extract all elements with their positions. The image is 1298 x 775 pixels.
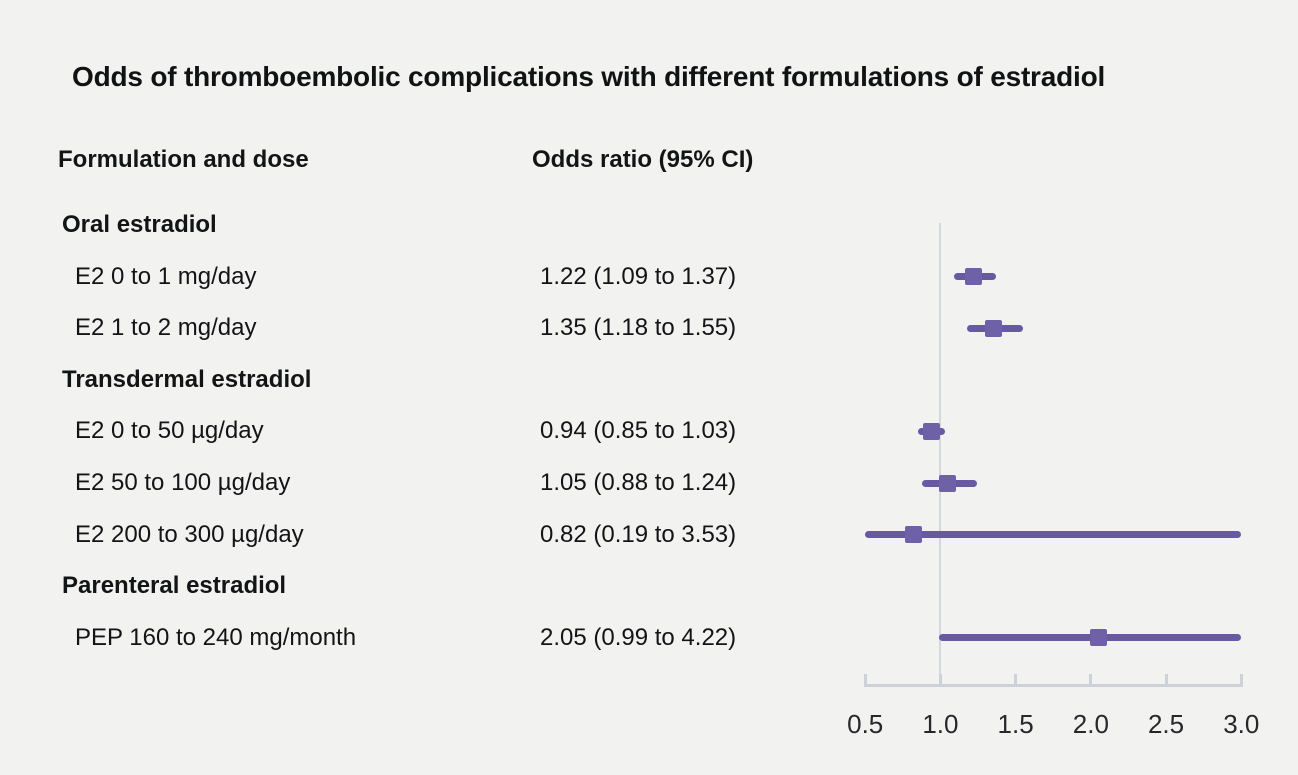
x-tick xyxy=(1239,674,1243,684)
or-marker xyxy=(939,474,957,492)
x-tick xyxy=(938,674,942,684)
x-tick xyxy=(1089,674,1093,684)
x-tick-label: 2.0 xyxy=(1072,709,1109,739)
x-tick xyxy=(1014,674,1018,684)
row-value: 1.22 (1.09 to 1.37) xyxy=(540,262,737,290)
row-label: E2 1 to 2 mg/day xyxy=(75,314,257,342)
or-marker xyxy=(922,422,940,440)
row-label: E2 50 to 100 µg/day xyxy=(75,469,291,496)
or-marker xyxy=(904,526,922,544)
or-marker xyxy=(1089,629,1107,647)
row-value: 2.05 (0.99 to 4.22) xyxy=(540,623,737,651)
or-marker xyxy=(965,268,982,286)
group-header-label: Transdermal estradiol xyxy=(62,365,312,393)
x-tick-label: 0.5 xyxy=(847,709,884,739)
row-label: E2 200 to 300 µg/day xyxy=(75,520,304,548)
reference-line xyxy=(939,223,942,687)
column-header-odds-ratio: Odds ratio (95% CI) xyxy=(532,146,754,173)
row-label: E2 0 to 50 µg/day xyxy=(75,417,264,445)
figure-title: Odds of thromboembolic complications wit… xyxy=(72,61,1106,92)
or-marker xyxy=(984,319,1002,337)
row-value: 1.05 (0.88 to 1.24) xyxy=(540,469,737,496)
row-value: 1.35 (1.18 to 1.55) xyxy=(540,314,737,342)
row-value: 0.82 (0.19 to 3.53) xyxy=(540,520,737,548)
ci-line xyxy=(865,531,1242,539)
x-tick-label: 1.0 xyxy=(922,709,959,739)
row-value: 0.94 (0.85 to 1.03) xyxy=(540,417,737,445)
group-header-label: Oral estradiol xyxy=(62,211,217,238)
x-axis-line xyxy=(863,684,1243,687)
x-tick xyxy=(1164,674,1168,684)
row-label: E2 0 to 1 mg/day xyxy=(75,262,257,290)
x-tick-label: 2.5 xyxy=(1147,709,1185,739)
x-tick-label: 3.0 xyxy=(1223,709,1260,739)
column-header-formulation: Formulation and dose xyxy=(58,146,309,173)
x-tick-label: 1.5 xyxy=(997,709,1034,739)
x-tick xyxy=(863,674,867,684)
row-label: PEP 160 to 240 mg/month xyxy=(75,623,357,651)
group-header-label: Parenteral estradiol xyxy=(62,572,287,600)
